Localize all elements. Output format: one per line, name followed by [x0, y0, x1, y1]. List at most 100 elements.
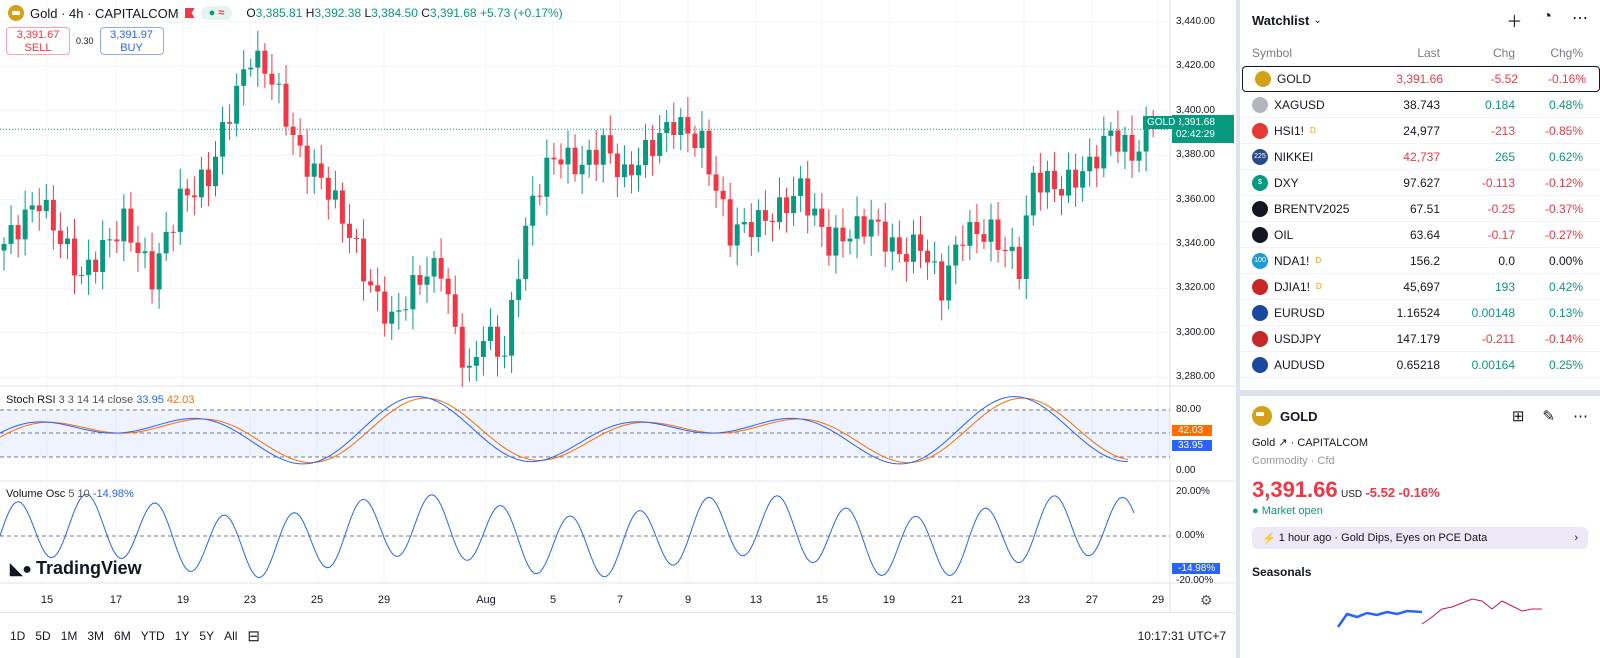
watchlist-row[interactable]: AUDUSD 0.65218 0.00164 0.25%: [1240, 352, 1600, 378]
range-1y[interactable]: 1Y: [174, 628, 190, 643]
col-chg-pct[interactable]: Chg%: [1550, 45, 1583, 60]
range-5y[interactable]: 5Y: [199, 628, 215, 643]
candle-body: [1115, 130, 1121, 152]
range-ytd[interactable]: YTD: [140, 628, 165, 643]
col-chg[interactable]: Chg: [1492, 45, 1515, 60]
volume-osc-legend[interactable]: Volume Osc 5 10 -14.98%: [6, 488, 134, 500]
sell-button[interactable]: 3,391.67 SELL: [6, 27, 70, 55]
candle-body: [685, 117, 691, 134]
watchlist-row[interactable]: HSI1! D 24,977 -213 -0.85%: [1240, 118, 1600, 144]
candle-body: [1037, 172, 1043, 193]
candle-body: [713, 174, 719, 191]
candle-body: [579, 164, 585, 175]
candle-body: [1094, 156, 1100, 169]
grid-icon[interactable]: ⊞: [1511, 408, 1525, 425]
symbol-icon: [1252, 278, 1268, 295]
time-tick: 23: [1017, 594, 1031, 606]
seasonals-title: Seasonals: [1252, 565, 1312, 579]
chevron-right-icon: ›: [1574, 532, 1578, 544]
watchlist-row[interactable]: GOLD 3,391.66 -5.52 -0.16%: [1242, 66, 1600, 92]
chart-canvas[interactable]: [0, 0, 1236, 612]
candle-body: [1066, 169, 1072, 196]
candle-body: [234, 85, 240, 124]
last-price: 3,391.66: [1396, 72, 1443, 86]
stoch-rsi-legend[interactable]: Stoch RSI 3 3 14 14 close 33.95 42.03: [6, 394, 195, 406]
change: 193: [1494, 279, 1515, 294]
watchlist-row[interactable]: USDJPY 147.179 -0.211 -0.14%: [1240, 326, 1600, 352]
watchlist-row[interactable]: 225 NIKKEI 42,737 265 0.62%: [1240, 144, 1600, 170]
details-chg: -5.52: [1365, 485, 1396, 500]
watchlist-row[interactable]: $ DXY 97.627 -0.113 -0.12%: [1240, 170, 1600, 196]
symbol-name: DXY: [1274, 175, 1299, 190]
chart-area[interactable]: Gold · 4h · CAPITALCOM ● ≈ O3,385.81 H3,…: [0, 0, 1236, 612]
candle-body: [939, 261, 945, 301]
candle-body: [572, 147, 578, 175]
watchlist-row[interactable]: 100 NDA1! D 156.2 0.0 0.00%: [1240, 248, 1600, 274]
candle-body: [64, 238, 70, 245]
range-6m[interactable]: 6M: [114, 628, 131, 643]
market-status-pill[interactable]: ● ≈: [200, 6, 233, 20]
chevron-down-icon[interactable]: ⌄: [1313, 14, 1322, 26]
range-3m[interactable]: 3M: [87, 628, 105, 643]
candle-body: [720, 190, 726, 200]
change-pct: -0.12%: [1544, 175, 1583, 190]
candle-body: [868, 219, 874, 237]
range-1d[interactable]: 1D: [10, 628, 26, 643]
symbol-title[interactable]: Gold · 4h · CAPITALCOM: [30, 5, 179, 21]
range-1m[interactable]: 1M: [60, 628, 78, 643]
change-pct: -0.14%: [1544, 331, 1583, 346]
range-all[interactable]: All: [224, 628, 238, 643]
candle-body: [692, 133, 698, 148]
candle-body: [847, 238, 853, 242]
date-range-icon[interactable]: ⊟: [247, 627, 260, 645]
col-symbol[interactable]: Symbol: [1252, 45, 1293, 60]
tradingview-logo: ◣● TradingView: [10, 558, 142, 578]
bottom-toolbar: 1D 5D 1M 3M 6M YTD 1Y 5Y All ⊟ 10:17:31 UTC+7: [0, 612, 1236, 658]
settings-gear-icon[interactable]: ⚙: [1200, 592, 1213, 608]
candle-body: [163, 231, 169, 254]
watchlist-row[interactable]: XAGUSD 38.743 0.184 0.48%: [1240, 92, 1600, 118]
candle-body: [50, 199, 56, 231]
add-symbol-icon[interactable]: ＋: [1506, 14, 1523, 31]
last-price: 156.2: [1409, 253, 1440, 268]
last-price: 38.743: [1403, 97, 1440, 112]
range-5d[interactable]: 5D: [35, 628, 51, 643]
candle-body: [748, 222, 754, 238]
candle-body: [727, 199, 733, 246]
watchlist-row[interactable]: BRENTV2025 67.51 -0.25 -0.37%: [1240, 196, 1600, 222]
candle-body: [100, 240, 106, 272]
change-pct: 0.00%: [1548, 253, 1583, 268]
external-link-icon[interactable]: ↗: [1278, 437, 1288, 449]
pie-chart-icon[interactable]: ◔: [1542, 8, 1552, 25]
clock[interactable]: 10:17:31 UTC+7: [1137, 628, 1226, 643]
buy-button[interactable]: 3,391.97 BUY: [99, 27, 164, 55]
candle-body: [960, 244, 966, 246]
flag-icon[interactable]: [184, 8, 195, 18]
candle-body: [734, 224, 740, 246]
candle-body: [339, 190, 345, 224]
more-icon[interactable]: ⋯: [1573, 408, 1588, 425]
watchlist-title[interactable]: Watchlist: [1252, 12, 1310, 28]
details-currency: USD: [1340, 489, 1363, 500]
candle-body: [72, 238, 77, 276]
time-tick: 17: [109, 594, 123, 606]
candle-body: [114, 239, 120, 242]
volosc-axis-top: 20.00%: [1176, 486, 1210, 497]
time-tick: 5: [549, 594, 557, 606]
watchlist-row[interactable]: EURUSD 1.16524 0.00148 0.13%: [1240, 300, 1600, 326]
symbol-icon: [1255, 71, 1271, 87]
symbol-icon: [1252, 122, 1268, 139]
news-item[interactable]: ⚡ 1 hour ago · Gold Dips, Eyes on PCE Da…: [1252, 527, 1588, 549]
col-last[interactable]: Last: [1417, 45, 1440, 60]
more-icon[interactable]: ⋯: [1572, 10, 1588, 27]
change-pct: 0.25%: [1548, 357, 1583, 372]
candle-body: [389, 311, 395, 324]
details-name[interactable]: Gold: [1252, 437, 1276, 449]
time-tick: 21: [950, 594, 964, 606]
candle-body: [1080, 171, 1086, 188]
watchlist-row[interactable]: DJIA1! D 45,697 193 0.42%: [1240, 274, 1600, 300]
candle-body: [128, 208, 134, 243]
edit-icon[interactable]: ✎: [1542, 408, 1555, 425]
watchlist-row[interactable]: OIL 63.64 -0.17 -0.27%: [1240, 222, 1600, 248]
candle-body: [953, 244, 959, 266]
